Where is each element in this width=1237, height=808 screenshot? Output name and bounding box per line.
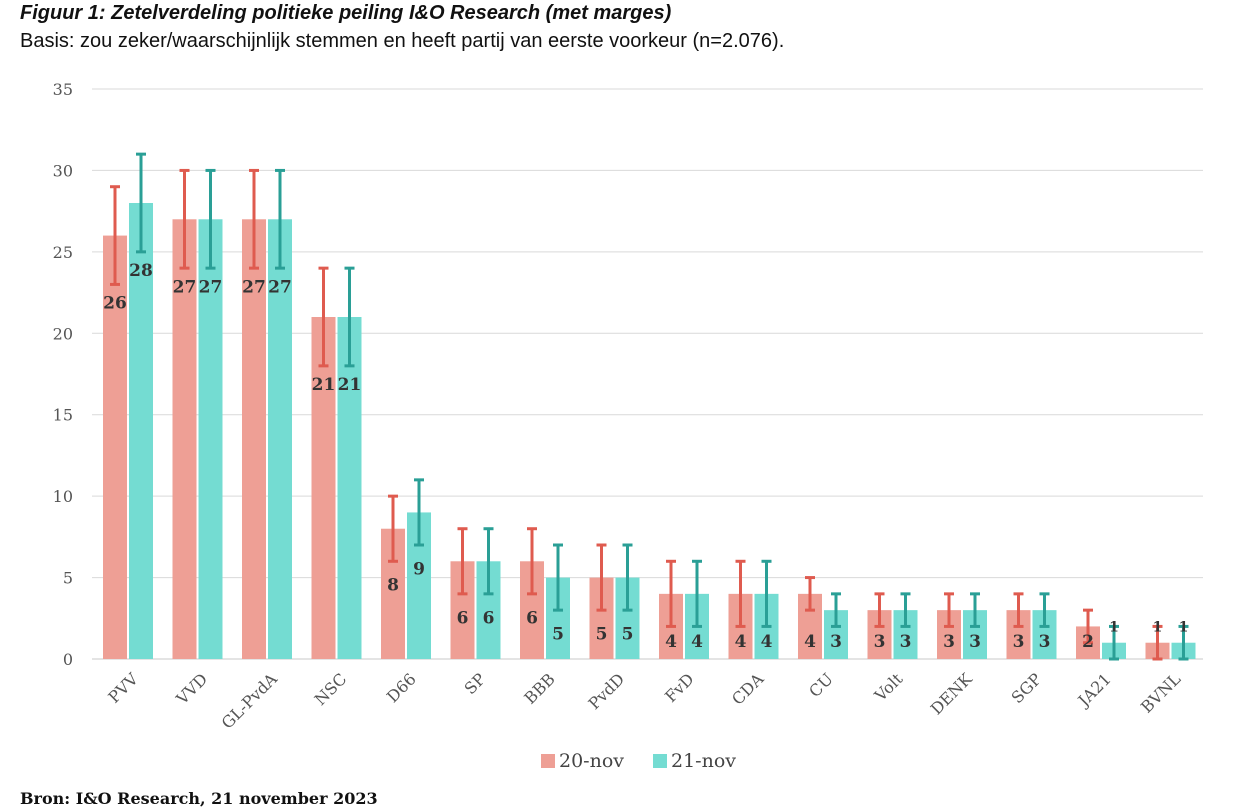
data-label: 6 <box>526 608 538 628</box>
data-label: 6 <box>483 608 495 628</box>
y-tick-label: 5 <box>63 569 73 588</box>
data-label: 3 <box>969 632 981 652</box>
bar <box>198 219 223 660</box>
data-label: 3 <box>900 632 912 652</box>
data-label: 4 <box>804 632 816 652</box>
data-label: 6 <box>457 608 469 628</box>
data-label: 27 <box>173 277 197 297</box>
data-label: 1 <box>1109 620 1119 636</box>
chart-subtitle: Basis: zou zeker/waarschijnlijk stemmen … <box>20 30 785 52</box>
data-label: 4 <box>691 632 703 652</box>
legend-swatch <box>541 754 555 768</box>
data-label: 9 <box>413 559 425 579</box>
y-tick-label: 35 <box>53 80 73 99</box>
x-tick-label: DENK <box>927 669 977 719</box>
legend-swatch <box>653 754 667 768</box>
x-tick-label: Volt <box>870 669 907 706</box>
x-tick-label: SGP <box>1007 669 1045 707</box>
data-label: 3 <box>874 632 886 652</box>
y-tick-label: 0 <box>63 650 73 669</box>
data-label: 1 <box>1179 620 1189 636</box>
data-label: 3 <box>1013 632 1025 652</box>
x-tick-label: CDA <box>728 669 768 709</box>
data-label: 21 <box>338 375 362 395</box>
x-tick-label: JA21 <box>1073 669 1115 711</box>
chart-title: Figuur 1: Zetelverdeling politieke peili… <box>20 2 672 24</box>
bar <box>337 317 362 659</box>
data-label: 26 <box>103 294 127 314</box>
data-label: 21 <box>312 375 336 395</box>
data-label: 3 <box>830 632 842 652</box>
bar <box>268 219 292 660</box>
data-label: 4 <box>761 632 773 652</box>
bar <box>103 235 127 660</box>
x-tick-label: BBB <box>520 669 558 707</box>
bar <box>242 219 266 660</box>
data-label: 28 <box>129 261 153 281</box>
x-tick-label: BVNL <box>1137 669 1185 717</box>
y-tick-label: 15 <box>53 406 73 425</box>
y-tick-label: 30 <box>53 161 73 180</box>
data-label: 5 <box>596 625 608 645</box>
bar <box>311 317 336 659</box>
x-tick-label: NSC <box>311 669 351 709</box>
bar <box>129 203 153 659</box>
data-label: 4 <box>735 632 747 652</box>
data-label: 4 <box>665 632 677 652</box>
data-label: 8 <box>387 576 399 596</box>
bar <box>172 219 197 660</box>
x-tick-label: PVV <box>104 669 142 707</box>
data-label: 27 <box>242 277 266 297</box>
chart-source: Bron: I&O Research, 21 november 2023 <box>20 789 378 808</box>
x-tick-label: D66 <box>383 669 420 706</box>
data-label: 5 <box>622 625 634 645</box>
x-tick-label: PvdD <box>585 669 629 713</box>
x-tick-label: FvD <box>661 669 698 706</box>
data-label: 3 <box>1039 632 1051 652</box>
data-label: 27 <box>199 277 223 297</box>
data-label: 3 <box>943 632 955 652</box>
data-label: 27 <box>268 277 292 297</box>
y-tick-label: 10 <box>53 487 73 506</box>
data-label: 5 <box>552 625 564 645</box>
x-tick-label: GL-PvdA <box>218 669 282 733</box>
legend-label: 21-nov <box>671 750 736 772</box>
y-tick-label: 20 <box>53 324 73 343</box>
data-label: 2 <box>1082 632 1094 652</box>
x-tick-label: SP <box>461 669 490 698</box>
x-tick-label: CU <box>805 669 837 701</box>
data-label: 1 <box>1153 620 1163 636</box>
x-tick-label: VVD <box>172 669 212 709</box>
y-tick-label: 25 <box>53 243 73 262</box>
legend-label: 20-nov <box>559 750 624 772</box>
